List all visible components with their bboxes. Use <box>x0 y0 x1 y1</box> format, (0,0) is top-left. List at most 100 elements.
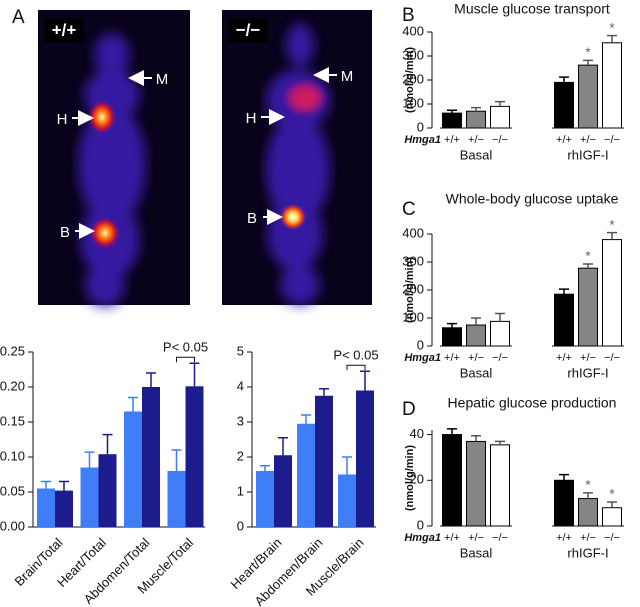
chart-title: Muscle glucose transport <box>454 1 610 17</box>
bar <box>442 434 462 527</box>
chart-title: Whole-body glucose uptake <box>446 191 619 207</box>
y-tick-label: 0.15 <box>0 413 25 428</box>
group-label: Basal <box>460 545 493 560</box>
y-tick-label: 40 <box>410 426 424 441</box>
marker-label: H <box>57 111 68 128</box>
bar <box>578 267 598 347</box>
x-tick-label: +/− <box>468 134 484 146</box>
y-axis-label: (nmol/g/min) <box>404 445 416 511</box>
y-tick-label: 300 <box>402 253 424 268</box>
y-tick-label: 0.25 <box>0 343 25 358</box>
bar <box>554 81 574 129</box>
x-tick-label: +/+ <box>556 532 572 544</box>
group-label: rhIGF-I <box>567 147 608 162</box>
error-bar <box>102 433 113 455</box>
x-tick-label: +/− <box>580 134 596 146</box>
error-bar <box>59 480 69 491</box>
x-tick-label: −/− <box>492 532 508 544</box>
y-tick-label: 0 <box>417 517 424 532</box>
error-bar <box>583 492 593 499</box>
bar <box>142 387 160 527</box>
genotype-label: +/+ <box>52 20 77 39</box>
significance-mark: * <box>585 477 591 493</box>
y-axis-label: (nmol/g/min) <box>404 257 416 323</box>
bar <box>98 454 117 527</box>
error-bar <box>471 106 481 112</box>
annotation: P< 0.05 <box>333 348 378 363</box>
significance-mark: * <box>585 248 591 264</box>
y-tick-label: 0.05 <box>0 483 25 498</box>
row-label: Hmga1 <box>404 532 441 544</box>
y-axis-label: (nmol/g/min) <box>404 47 416 113</box>
y-tick-label: 400 <box>402 225 424 240</box>
y-tick-label: 100 <box>402 95 424 110</box>
bar <box>466 110 486 129</box>
y-tick-label: 5 <box>237 343 244 358</box>
error-bar <box>559 288 569 295</box>
bar <box>466 324 486 347</box>
bar <box>490 105 510 129</box>
error-bar <box>189 362 200 387</box>
bar <box>185 386 204 527</box>
error-bar <box>360 370 370 391</box>
significance-mark: * <box>609 486 615 502</box>
bar <box>356 390 374 527</box>
y-tick-label: 200 <box>402 281 424 296</box>
bar <box>297 423 315 527</box>
y-tick-label: 1 <box>237 483 244 498</box>
x-tick-label: +/+ <box>444 352 460 364</box>
y-tick-label: 3 <box>237 413 244 428</box>
annotation: P< 0.05 <box>163 340 208 355</box>
significance-bracket <box>346 364 366 371</box>
significance-mark: * <box>609 19 615 35</box>
bar <box>442 327 462 347</box>
y-tick-label: 100 <box>402 309 424 324</box>
bar <box>490 444 510 527</box>
y-tick-label: 2 <box>237 448 244 463</box>
bar <box>554 479 574 527</box>
error-bar <box>471 434 481 442</box>
y-tick-label: 0 <box>237 518 244 533</box>
y-tick-label: 20 <box>410 472 424 487</box>
x-tick-label: +/− <box>468 532 484 544</box>
chart-title: Hepatic glucose production <box>448 395 617 411</box>
error-bar <box>260 465 270 471</box>
y-tick-label: 0.20 <box>0 378 25 393</box>
bar <box>338 474 356 527</box>
group-label: Basal <box>460 147 493 162</box>
bar <box>124 411 142 527</box>
error-bar <box>607 231 617 240</box>
bar <box>490 320 510 347</box>
error-bar <box>495 440 505 445</box>
significance-mark: * <box>609 216 615 232</box>
x-tick-label: −/− <box>604 532 620 544</box>
error-bar <box>447 109 457 114</box>
marker-label: B <box>247 210 257 227</box>
x-tick-label: +/+ <box>556 352 572 364</box>
group-label: Basal <box>460 365 493 380</box>
x-tick-label: +/− <box>580 352 596 364</box>
error-bar <box>583 59 593 66</box>
x-tick-label: +/− <box>580 532 596 544</box>
x-tick-label: +/+ <box>444 532 460 544</box>
row-label: Hmga1 <box>404 352 441 364</box>
error-bar <box>447 322 457 328</box>
row-label: Hmga1 <box>404 134 441 146</box>
x-tick-label: −/− <box>492 134 508 146</box>
bar <box>167 471 186 527</box>
x-tick-label: +/+ <box>444 134 460 146</box>
bar <box>578 498 598 527</box>
y-tick-label: 0 <box>417 337 424 352</box>
error-bar <box>301 414 311 424</box>
error-bar <box>447 428 457 435</box>
bar <box>274 455 292 527</box>
bar <box>602 507 622 527</box>
panel-label: A <box>12 7 25 28</box>
bar <box>602 42 622 129</box>
error-bar <box>495 312 505 322</box>
marker-label: B <box>60 224 70 241</box>
panel-label: B <box>402 5 415 26</box>
x-tick-label: −/− <box>492 352 508 364</box>
error-bar <box>146 372 156 387</box>
